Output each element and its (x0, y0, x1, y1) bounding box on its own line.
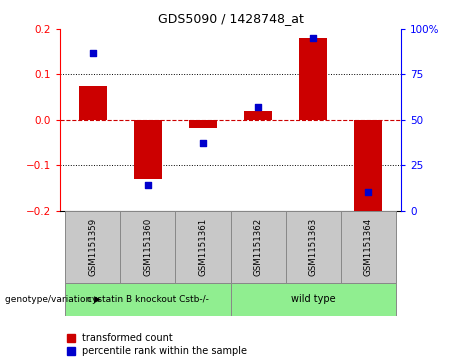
Point (309, 35, 317, 41)
Text: GSM1151359: GSM1151359 (89, 218, 97, 276)
Point (364, 189, 372, 195)
Bar (355, 120, 382, 220)
Text: wild type: wild type (291, 294, 335, 305)
Bar (189, 120, 217, 128)
Text: GSM1151361: GSM1151361 (199, 218, 207, 276)
Point (254, 104, 262, 110)
Text: GSM1151360: GSM1151360 (143, 218, 153, 276)
Bar (230, 283, 396, 316)
Point (199, 140, 207, 146)
Bar (134, 120, 162, 179)
Text: genotype/variation ▶: genotype/variation ▶ (5, 295, 100, 304)
Bar (299, 38, 327, 120)
Bar (285, 211, 341, 283)
Bar (341, 211, 396, 283)
Bar (79, 86, 106, 120)
Bar (244, 111, 272, 120)
Bar (176, 211, 230, 283)
Text: GSM1151364: GSM1151364 (364, 218, 372, 276)
Bar (65, 283, 230, 316)
Text: GSM1151362: GSM1151362 (254, 218, 262, 276)
Bar (120, 211, 176, 283)
Legend: transformed count, percentile rank within the sample: transformed count, percentile rank withi… (65, 331, 249, 358)
Bar (65, 211, 120, 283)
Title: GDS5090 / 1428748_at: GDS5090 / 1428748_at (158, 12, 303, 25)
Text: cystatin B knockout Cstb-/-: cystatin B knockout Cstb-/- (87, 295, 209, 304)
Bar (230, 211, 285, 283)
Point (144, 182, 152, 188)
Point (89, 50, 97, 56)
Text: GSM1151363: GSM1151363 (308, 218, 318, 276)
